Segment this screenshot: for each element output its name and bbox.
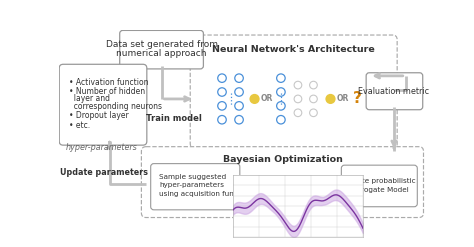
Circle shape	[218, 116, 226, 124]
Circle shape	[310, 109, 317, 117]
Circle shape	[277, 74, 285, 82]
Circle shape	[294, 109, 302, 117]
Text: Bayesian Optimization: Bayesian Optimization	[222, 155, 342, 164]
FancyBboxPatch shape	[120, 30, 203, 69]
FancyBboxPatch shape	[141, 147, 423, 218]
Text: hyper-parameters: hyper-parameters	[65, 143, 137, 152]
Circle shape	[218, 88, 226, 96]
Circle shape	[277, 88, 285, 96]
Circle shape	[235, 102, 243, 110]
Text: • Number of hidden: • Number of hidden	[69, 87, 146, 96]
Text: Probabilistic Surrogate Model: Probabilistic Surrogate Model	[244, 214, 336, 219]
Text: numerical approach: numerical approach	[116, 49, 207, 58]
Text: corresponding neurons: corresponding neurons	[69, 102, 162, 111]
Text: using acquisition function: using acquisition function	[159, 191, 252, 197]
Text: layer and: layer and	[69, 94, 110, 103]
Text: Surrogate Model: Surrogate Model	[349, 187, 409, 193]
Circle shape	[294, 81, 302, 89]
FancyBboxPatch shape	[190, 35, 397, 148]
FancyBboxPatch shape	[366, 73, 423, 110]
Text: Update parameters: Update parameters	[60, 168, 148, 177]
Text: • Dropout layer: • Dropout layer	[69, 111, 129, 120]
FancyBboxPatch shape	[59, 64, 147, 145]
Text: • Activation function: • Activation function	[69, 78, 149, 86]
Text: • etc.: • etc.	[69, 121, 91, 130]
Circle shape	[277, 102, 285, 110]
Circle shape	[277, 116, 285, 124]
Text: Data set generated from: Data set generated from	[106, 40, 218, 49]
Text: Train model: Train model	[146, 114, 202, 123]
Text: Evaluation metric: Evaluation metric	[358, 87, 429, 96]
Circle shape	[235, 74, 243, 82]
Text: Sample suggested: Sample suggested	[159, 174, 227, 181]
FancyBboxPatch shape	[151, 164, 240, 210]
Circle shape	[218, 74, 226, 82]
Circle shape	[218, 102, 226, 110]
Text: OR: OR	[261, 94, 273, 103]
Circle shape	[310, 95, 317, 103]
Circle shape	[294, 95, 302, 103]
Circle shape	[325, 94, 336, 104]
Circle shape	[235, 116, 243, 124]
FancyBboxPatch shape	[341, 165, 417, 207]
Circle shape	[235, 88, 243, 96]
Text: Update probabilistic: Update probabilistic	[343, 178, 416, 184]
Circle shape	[249, 94, 260, 104]
Text: hyper-parameters: hyper-parameters	[159, 182, 224, 188]
Text: ?: ?	[353, 91, 362, 106]
Text: OR: OR	[337, 94, 349, 103]
Text: Neural Network's Architecture: Neural Network's Architecture	[212, 45, 374, 54]
Circle shape	[310, 81, 317, 89]
